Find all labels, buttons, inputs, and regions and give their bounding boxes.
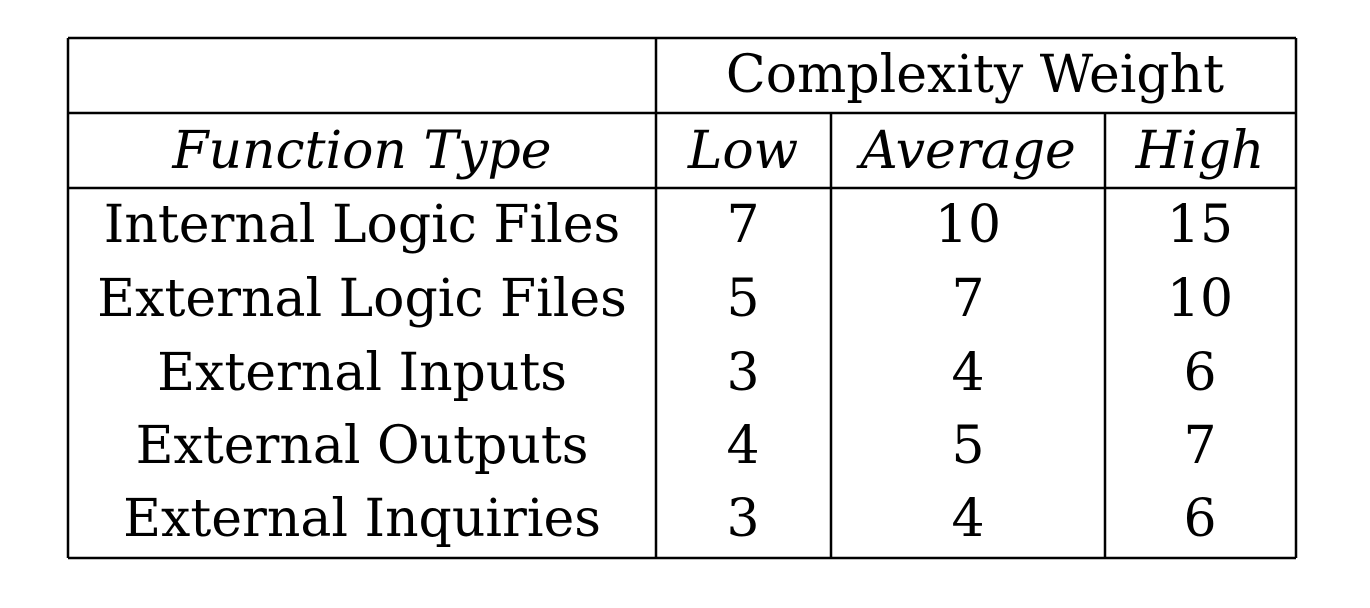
cell-low: 4	[726, 416, 759, 476]
row-label: External Logic Files	[97, 269, 627, 329]
row-label: External Inputs	[157, 343, 567, 403]
cell-average: 4	[951, 343, 984, 403]
cell-high: 15	[1167, 195, 1233, 255]
cell-average: 5	[951, 416, 984, 476]
table-row: External Inquiries 3 4 6	[123, 489, 1216, 549]
table-row: External Inputs 3 4 6	[157, 343, 1216, 403]
header-low: Low	[687, 121, 798, 181]
cell-low: 7	[726, 195, 759, 255]
cell-low: 5	[726, 269, 759, 329]
cell-high: 10	[1167, 269, 1233, 329]
cell-low: 3	[726, 343, 759, 403]
row-label: External Outputs	[136, 416, 589, 476]
cell-average: 4	[951, 489, 984, 549]
row-label: External Inquiries	[123, 489, 601, 549]
cell-low: 3	[726, 489, 759, 549]
row-label: Internal Logic Files	[104, 195, 620, 255]
header-average: Average	[856, 121, 1076, 181]
cell-average: 7	[951, 269, 984, 329]
cell-high: 6	[1183, 489, 1216, 549]
cell-high: 6	[1183, 343, 1216, 403]
table-row: External Logic Files 5 7 10	[97, 269, 1233, 329]
table-row: External Outputs 4 5 7	[136, 416, 1217, 476]
table-row: Internal Logic Files 7 10 15	[104, 195, 1233, 255]
header-function-type: Function Type	[171, 121, 551, 181]
group-header: Complexity Weight	[726, 45, 1224, 105]
header-high: High	[1135, 121, 1265, 181]
cell-average: 10	[935, 195, 1001, 255]
cell-high: 7	[1183, 416, 1216, 476]
